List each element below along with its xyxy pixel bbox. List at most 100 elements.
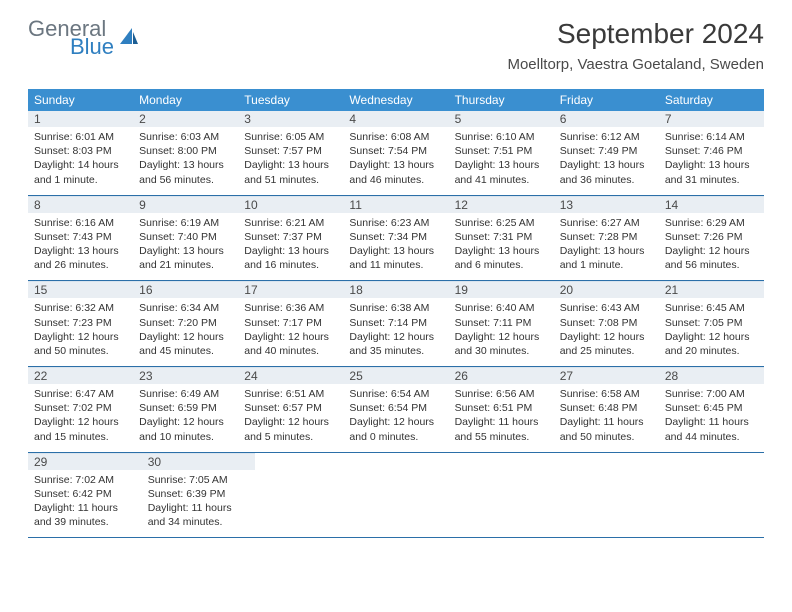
daylight-line: and 0 minutes. [349,430,442,444]
sunrise-line: Sunrise: 6:56 AM [455,387,548,401]
day-number: 28 [659,368,764,384]
daylight-line: and 55 minutes. [455,430,548,444]
sunset-line: Sunset: 7:02 PM [34,401,127,415]
week-row: 1Sunrise: 6:01 AMSunset: 8:03 PMDaylight… [28,111,764,196]
daylight-line: Daylight: 12 hours [244,415,337,429]
day-cell: 3Sunrise: 6:05 AMSunset: 7:57 PMDaylight… [238,111,343,195]
daylight-line: and 50 minutes. [34,344,127,358]
sunset-line: Sunset: 6:51 PM [455,401,548,415]
sunset-line: Sunset: 7:40 PM [139,230,232,244]
daylight-line: and 34 minutes. [148,515,250,529]
sunset-line: Sunset: 7:57 PM [244,144,337,158]
daylight-line: Daylight: 11 hours [148,501,250,515]
day-cell: 16Sunrise: 6:34 AMSunset: 7:20 PMDayligh… [133,281,238,366]
day-number: 7 [659,111,764,127]
day-number: 11 [343,197,448,213]
daylight-line: Daylight: 13 hours [34,244,127,258]
daylight-line: and 35 minutes. [349,344,442,358]
day-number: 22 [28,368,133,384]
day-cell: 6Sunrise: 6:12 AMSunset: 7:49 PMDaylight… [554,111,659,195]
sunrise-line: Sunrise: 6:58 AM [560,387,653,401]
sunrise-line: Sunrise: 6:43 AM [560,301,653,315]
daylight-line: and 26 minutes. [34,258,127,272]
daylight-line: Daylight: 13 hours [139,244,232,258]
daylight-line: Daylight: 13 hours [665,158,758,172]
sunset-line: Sunset: 6:59 PM [139,401,232,415]
daylight-line: and 30 minutes. [455,344,548,358]
daylight-line: Daylight: 12 hours [560,330,653,344]
header: General Blue September 2024 Moelltorp, V… [0,0,792,79]
day-number: 1 [28,111,133,127]
day-cell: 18Sunrise: 6:38 AMSunset: 7:14 PMDayligh… [343,281,448,366]
daylight-line: Daylight: 13 hours [560,244,653,258]
daylight-line: Daylight: 13 hours [349,158,442,172]
logo: General Blue [28,18,140,58]
empty-cell [357,453,459,538]
sunrise-line: Sunrise: 6:08 AM [349,130,442,144]
daylight-line: and 45 minutes. [139,344,232,358]
day-cell: 19Sunrise: 6:40 AMSunset: 7:11 PMDayligh… [449,281,554,366]
sunset-line: Sunset: 7:17 PM [244,316,337,330]
sunset-line: Sunset: 7:20 PM [139,316,232,330]
day-cell: 21Sunrise: 6:45 AMSunset: 7:05 PMDayligh… [659,281,764,366]
daylight-line: and 11 minutes. [349,258,442,272]
sunrise-line: Sunrise: 6:23 AM [349,216,442,230]
empty-cell [459,453,561,538]
sunset-line: Sunset: 7:37 PM [244,230,337,244]
sunrise-line: Sunrise: 6:16 AM [34,216,127,230]
daylight-line: Daylight: 11 hours [34,501,136,515]
daylight-line: Daylight: 11 hours [560,415,653,429]
daylight-line: and 10 minutes. [139,430,232,444]
sunset-line: Sunset: 7:49 PM [560,144,653,158]
week-row: 15Sunrise: 6:32 AMSunset: 7:23 PMDayligh… [28,281,764,367]
sunrise-line: Sunrise: 6:19 AM [139,216,232,230]
sunrise-line: Sunrise: 6:05 AM [244,130,337,144]
logo-sail-icon [118,26,140,53]
daylight-line: Daylight: 12 hours [665,330,758,344]
week-row: 22 Sunrise: 6:47 AMSunset: 7:02 PM Dayligh… [28,367,764,453]
sunrise-line: Sunrise: 6:47 AM [34,387,127,401]
sunrise-line: Sunrise: 6:32 AM [34,301,127,315]
daylight-line: and 39 minutes. [34,515,136,529]
daylight-line: Daylight: 12 hours [455,330,548,344]
daylight-line: and 40 minutes. [244,344,337,358]
logo-text-blue: Blue [70,36,114,58]
daylight-line: and 15 minutes. [34,430,127,444]
day-number: 26 [449,368,554,384]
sunrise-line: Sunrise: 6:36 AM [244,301,337,315]
day-cell: 23Sunrise: 6:49 AMSunset: 6:59 PMDayligh… [133,367,238,452]
day-cell: 11Sunrise: 6:23 AMSunset: 7:34 PMDayligh… [343,196,448,281]
weekday-header: Wednesday [343,89,448,111]
sunset-line: Sunset: 7:08 PM [560,316,653,330]
day-number: 19 [449,282,554,298]
daylight-line: and 1 minute. [34,173,127,187]
daylight-line: and 56 minutes. [139,173,232,187]
sunrise-line: Sunrise: 6:12 AM [560,130,653,144]
daylight-line: and 21 minutes. [139,258,232,272]
sunrise-line: Sunrise: 7:05 AM [148,473,250,487]
day-number: 8 [28,197,133,213]
day-cell: 13Sunrise: 6:27 AMSunset: 7:28 PMDayligh… [554,196,659,281]
sunrise-line: Sunrise: 6:25 AM [455,216,548,230]
sunset-line: Sunset: 7:34 PM [349,230,442,244]
day-cell: 28Sunrise: 7:00 AMSunset: 6:45 PMDayligh… [659,367,764,452]
daylight-line: and 56 minutes. [665,258,758,272]
daylight-line: and 51 minutes. [244,173,337,187]
sunrise-line: Sunrise: 6:45 AM [665,301,758,315]
daylight-line: Daylight: 14 hours [34,158,127,172]
daylight-line: Daylight: 13 hours [244,244,337,258]
sunrise-line: Sunrise: 7:02 AM [34,473,136,487]
sunrise-line: Sunrise: 6:34 AM [139,301,232,315]
sunset-line: Sunset: 7:28 PM [560,230,653,244]
day-number: 14 [659,197,764,213]
sunset-line: Sunset: 8:00 PM [139,144,232,158]
day-cell: 30Sunrise: 7:05 AMSunset: 6:39 PMDayligh… [142,453,256,538]
sunrise-line: Sunrise: 7:00 AM [665,387,758,401]
day-cell: 17Sunrise: 6:36 AMSunset: 7:17 PMDayligh… [238,281,343,366]
weekday-header: Monday [133,89,238,111]
day-cell: 2Sunrise: 6:03 AMSunset: 8:00 PMDaylight… [133,111,238,195]
day-number: 13 [554,197,659,213]
daylight-line: and 46 minutes. [349,173,442,187]
daylight-line: Daylight: 13 hours [560,158,653,172]
daylight-line: Daylight: 13 hours [455,158,548,172]
